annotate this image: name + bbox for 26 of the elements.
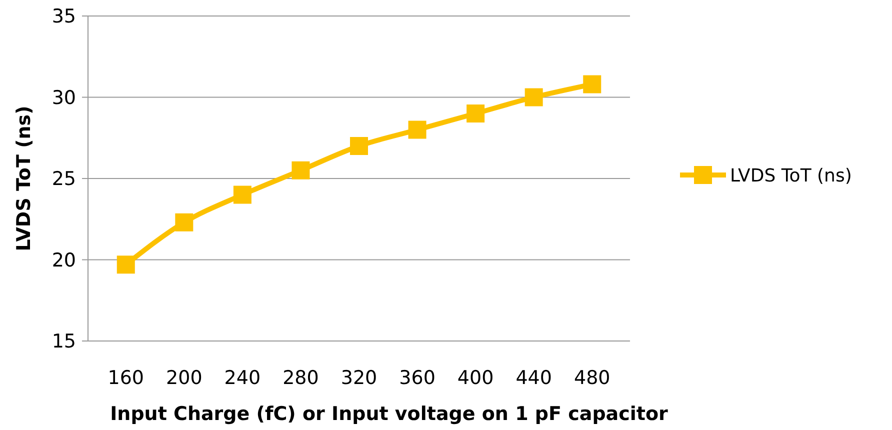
point (583, 75, 602, 94)
point (408, 120, 426, 139)
x-tick-label: 160 (108, 367, 144, 389)
y-axis-title: LVDS ToT (ns) (13, 106, 35, 252)
x-tick-label: 480 (574, 367, 610, 389)
point (466, 104, 485, 122)
x-tick-label: 400 (457, 367, 494, 389)
point (292, 161, 310, 180)
y-tick-label: 35 (52, 6, 76, 28)
point (175, 213, 194, 232)
x-tick-label: 280 (282, 367, 319, 389)
point (350, 137, 368, 155)
x-tick-label: 360 (399, 367, 436, 389)
y-tick-label: 25 (52, 168, 76, 190)
x-axis-title: Input Charge (fC) or Input voltage on 1 pF capacitor (110, 403, 669, 425)
x-tick-label: 240 (224, 367, 261, 389)
point (116, 256, 135, 274)
point (233, 186, 252, 204)
legend-label: LVDS ToT (ns) (730, 165, 852, 186)
point (524, 88, 543, 106)
x-tick-label: 440 (516, 367, 552, 389)
y-tick-label: 20 (52, 249, 76, 272)
y-tick-label: 15 (52, 330, 76, 353)
x-tick-label: 320 (340, 367, 378, 389)
x-tick-label: 200 (166, 367, 202, 389)
y-tick-label: 30 (52, 86, 76, 109)
